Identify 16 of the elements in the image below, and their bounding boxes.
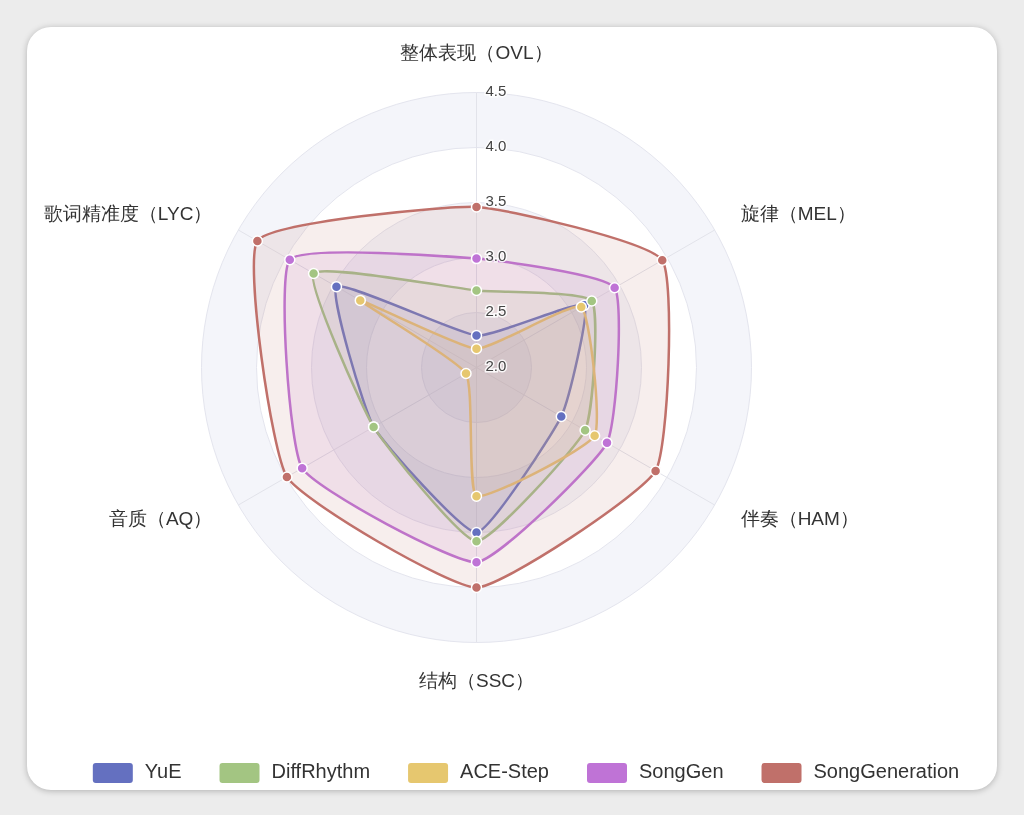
spoke-label: 音质（AQ）	[108, 508, 213, 530]
spoke-label: 伴奏（HAM）	[740, 508, 859, 530]
y-tick-label: 2.5	[485, 302, 507, 320]
y-tick-label: 2.0	[485, 357, 507, 375]
y-tick-label: 4.0	[485, 137, 507, 155]
legend-label: ACE-Step	[460, 760, 549, 783]
spoke-label: 结构（SSC）	[418, 669, 535, 691]
legend-label: YuE	[144, 760, 182, 783]
y-tick-label: 3.5	[485, 192, 507, 210]
spoke-label: 整体表现（OVL）	[400, 41, 553, 63]
legend-label: SongGeneration	[813, 760, 960, 783]
y-tick-label: 4.5	[485, 82, 507, 100]
spoke-label: 旋律（MEL）	[740, 203, 856, 225]
spoke-label: 歌词精准度（LYC）	[43, 203, 213, 225]
legend-label: DiffRhythm	[271, 760, 371, 783]
legend-label: SongGen	[639, 760, 724, 783]
